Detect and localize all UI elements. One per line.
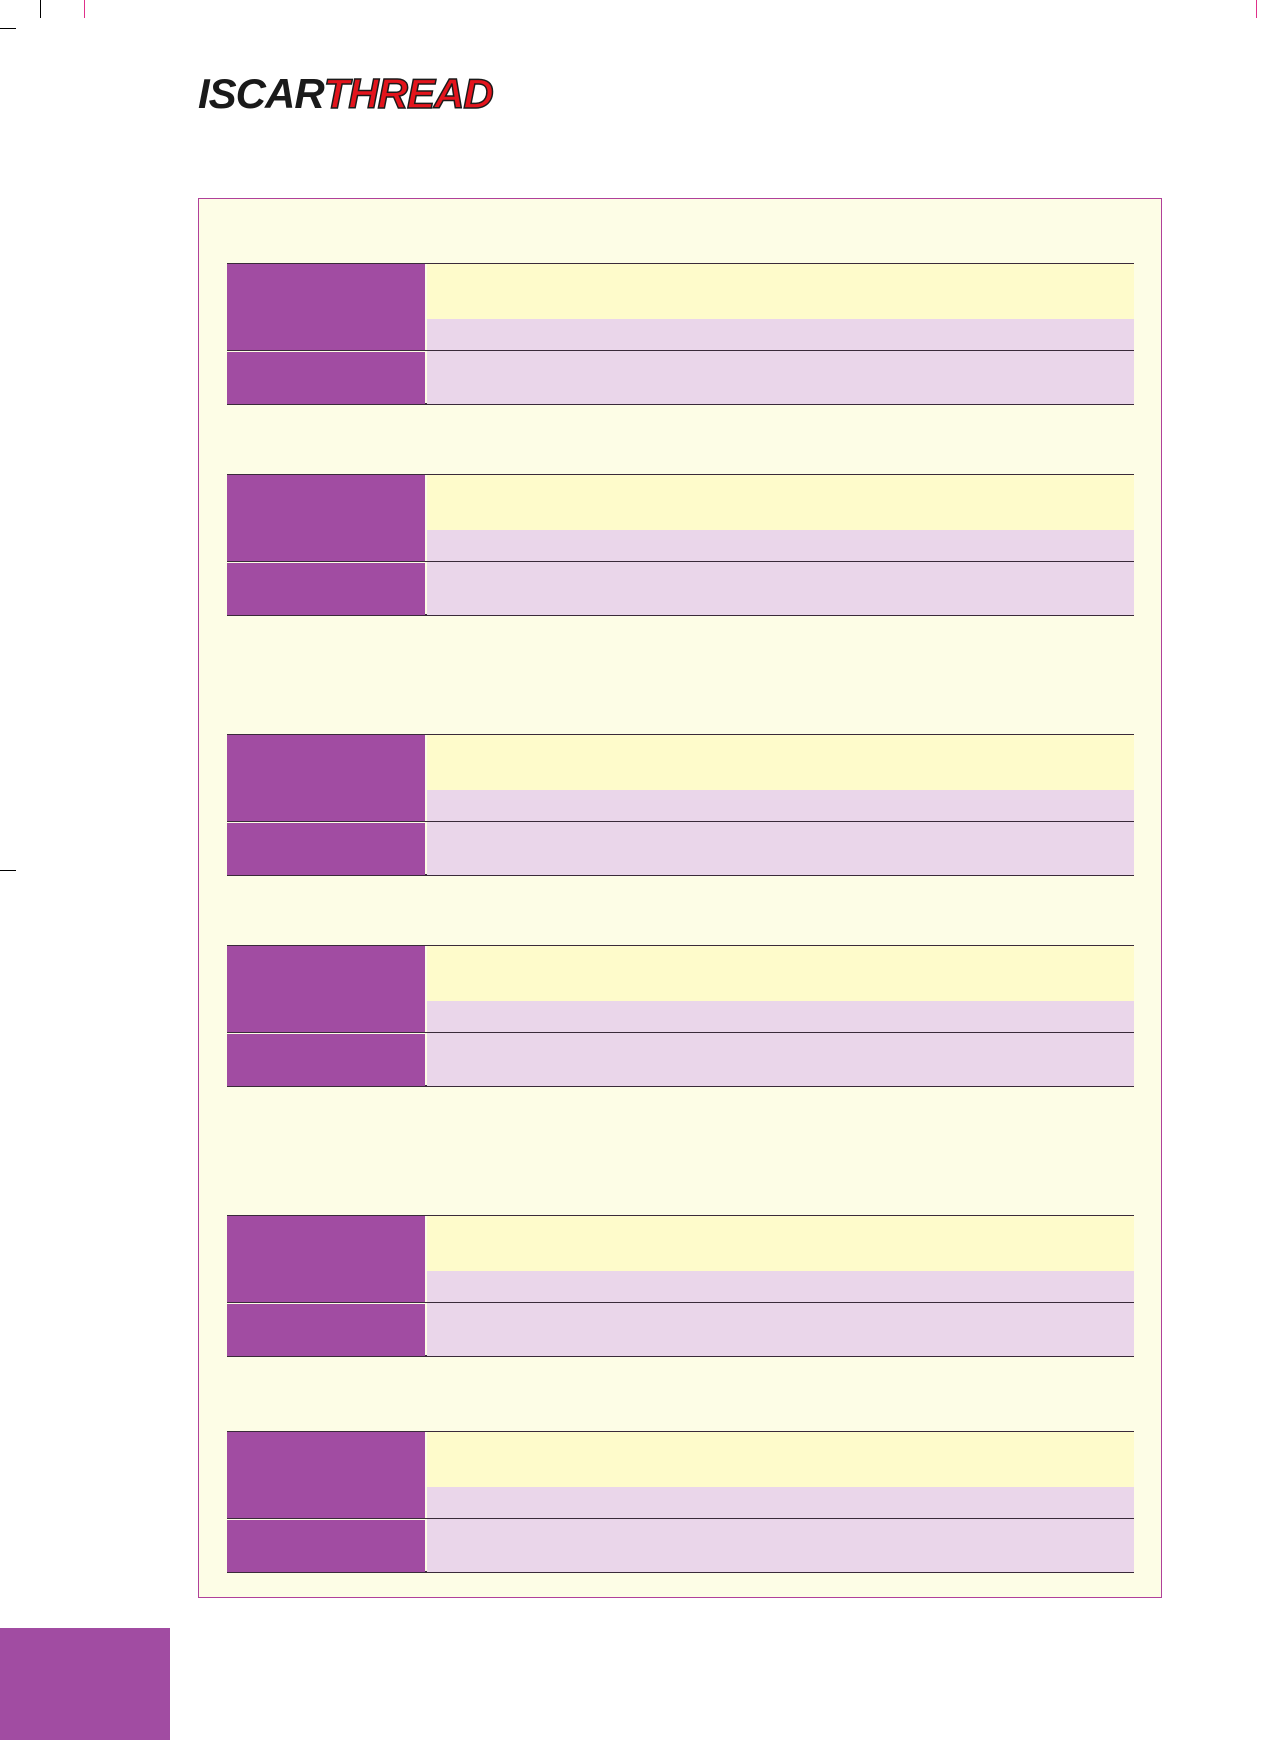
table-divider	[227, 350, 1134, 351]
table-label-cell	[227, 352, 425, 404]
spec-table	[227, 734, 1134, 876]
table-row	[427, 562, 1134, 615]
table-divider	[227, 1302, 1134, 1303]
table-label-cell	[227, 1216, 425, 1302]
table-row	[427, 1303, 1134, 1356]
table-divider	[227, 821, 1134, 822]
crop-mark	[40, 0, 41, 18]
table-label-cell	[227, 1520, 425, 1572]
table-row	[427, 1271, 1134, 1302]
table-row	[427, 1487, 1134, 1518]
table-row	[427, 790, 1134, 821]
table-label-cell	[227, 1432, 425, 1518]
table-row	[427, 351, 1134, 404]
page-corner-tab	[0, 1628, 170, 1740]
crop-mark	[1256, 0, 1257, 18]
logo-iscar: ISCAR	[198, 70, 325, 117]
spec-table	[227, 1215, 1134, 1357]
spec-table	[227, 474, 1134, 616]
table-label-cell	[227, 823, 425, 875]
iscar-thread-logo: ISCAR THREAD	[198, 70, 495, 117]
table-row	[427, 1001, 1134, 1032]
table-label-cell	[227, 563, 425, 615]
content-panel	[198, 198, 1162, 1598]
crop-mark	[0, 28, 16, 29]
table-row	[427, 1519, 1134, 1572]
table-row	[427, 1432, 1134, 1487]
table-label-cell	[227, 264, 425, 350]
table-row	[427, 530, 1134, 561]
spec-table	[227, 1431, 1134, 1573]
spec-table	[227, 263, 1134, 405]
table-row	[427, 475, 1134, 530]
table-label-cell	[227, 475, 425, 561]
crop-mark	[0, 870, 16, 871]
crop-mark	[84, 0, 85, 18]
table-row	[427, 319, 1134, 350]
table-divider	[227, 1518, 1134, 1519]
table-label-cell	[227, 1304, 425, 1356]
logo-thread: THREAD	[323, 70, 495, 117]
table-row	[427, 946, 1134, 1001]
table-row	[427, 1033, 1134, 1086]
table-label-cell	[227, 735, 425, 821]
table-row	[427, 264, 1134, 319]
spec-table	[227, 945, 1134, 1087]
table-label-cell	[227, 946, 425, 1032]
table-row	[427, 735, 1134, 790]
table-label-cell	[227, 1034, 425, 1086]
table-divider	[227, 561, 1134, 562]
table-row	[427, 1216, 1134, 1271]
table-row	[427, 822, 1134, 875]
table-divider	[227, 1032, 1134, 1033]
